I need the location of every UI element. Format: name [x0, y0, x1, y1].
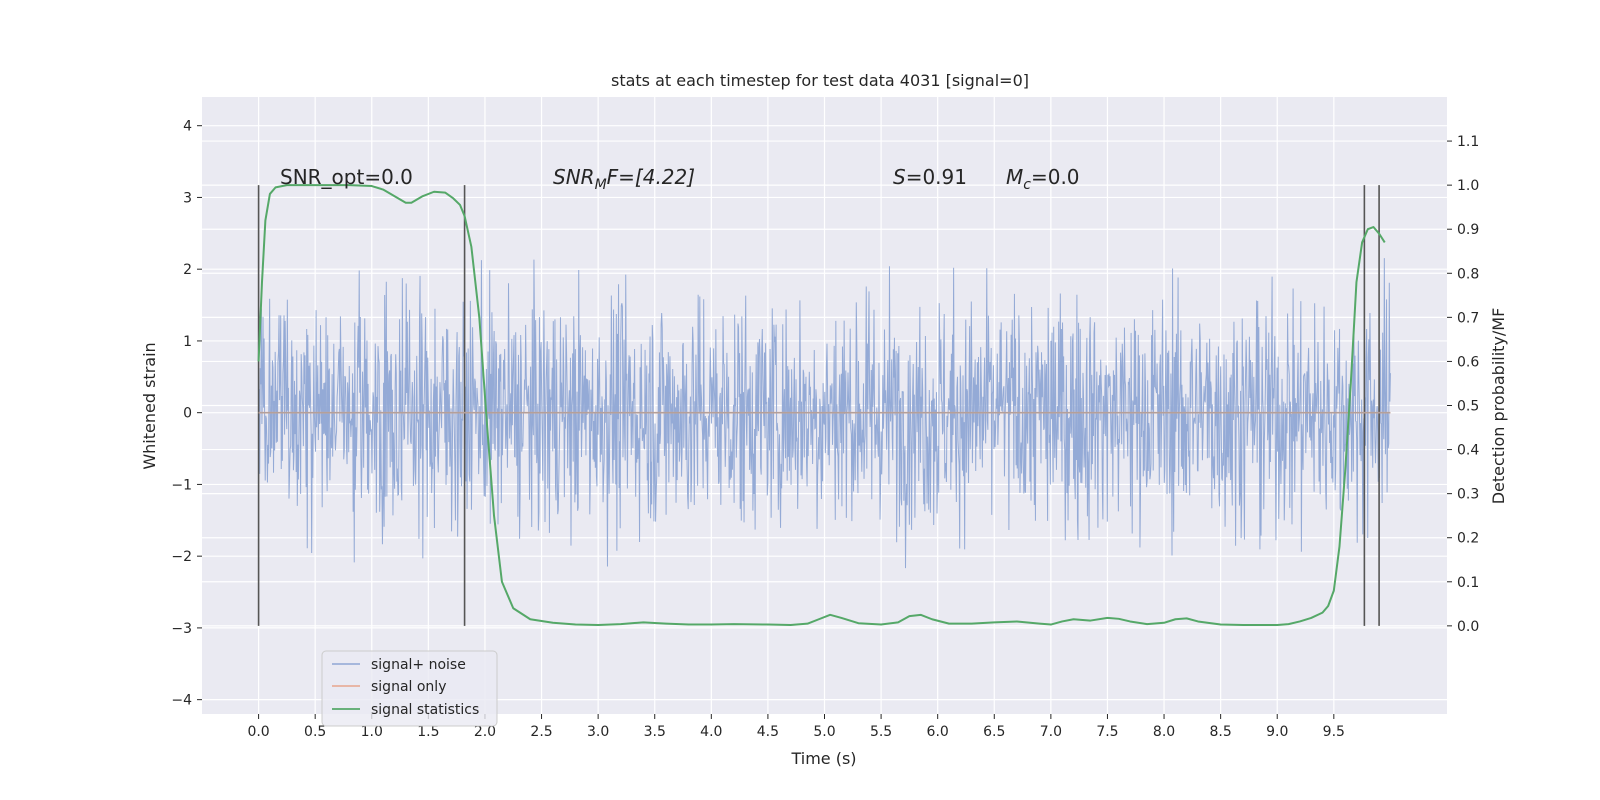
annotation-mc: Mc=0.0: [1006, 165, 1080, 193]
s-value: =0.91: [906, 165, 967, 189]
y2-tick-label-4: 0.7: [1457, 310, 1479, 326]
y2-tick-label-6: 0.5: [1457, 399, 1479, 415]
vertical-markers: [257, 185, 1380, 626]
snr-mf-base: SNR: [553, 165, 595, 189]
y2-tick-label-8: 0.3: [1457, 487, 1479, 503]
y2-axis-ticks: 1.1 1.0 0.9 0.8 0.7 0.6 0.5 0.4 0.3 0.2 0.1 0.0: [1447, 134, 1479, 635]
legend-label-signal-noise: signal+ noise: [371, 657, 466, 673]
x-tick-label-13: 6.5: [983, 724, 1005, 740]
y2-axis-title: Detection probability/MF: [1489, 308, 1508, 505]
y-axis-title: Whitened strain: [140, 342, 159, 469]
y-tick-label-8: −4: [171, 693, 192, 709]
legend-box: [321, 650, 498, 727]
y2-tick-label-0: 1.1: [1457, 134, 1479, 150]
x-tick-label-19: 9.5: [1323, 724, 1345, 740]
legend-label-signal-statistics: signal statistics: [371, 702, 479, 718]
mc-value: =0.0: [1031, 165, 1080, 189]
x-tick-label-3: 1.5: [417, 724, 439, 740]
y2-tick-label-3: 0.8: [1457, 266, 1479, 282]
y-tick-label-0: 4: [183, 119, 192, 135]
chart-title: stats at each timestep for test data 403…: [611, 71, 1029, 90]
y-tick-label-7: −3: [171, 621, 192, 637]
x-tick-label-18: 9.0: [1266, 724, 1288, 740]
signal-noise-line: [258, 258, 1391, 569]
y2-tick-label-7: 0.4: [1457, 443, 1479, 459]
snr-mf-subscript: M: [595, 177, 607, 193]
s-label: S: [893, 165, 906, 189]
annotation-snr-mf: SNRMF=[4.22]: [553, 165, 695, 193]
legend-label-signal-only: signal only: [371, 679, 446, 695]
x-tick-label-7: 3.5: [644, 724, 666, 740]
x-tick-label-11: 5.5: [870, 724, 892, 740]
y2-tick-label-11: 0.0: [1457, 619, 1479, 635]
annotation-snr-opt: SNR_opt=0.0: [280, 165, 413, 189]
annotation-s: S=0.91: [893, 165, 967, 189]
y-tick-label-5: −1: [171, 477, 192, 493]
y2-tick-label-10: 0.1: [1457, 575, 1479, 591]
x-tick-label-9: 4.5: [757, 724, 779, 740]
x-tick-label-2: 1.0: [361, 724, 383, 740]
y2-tick-label-2: 0.9: [1457, 222, 1479, 238]
x-tick-label-14: 7.0: [1040, 724, 1062, 740]
x-tick-label-1: 0.5: [304, 724, 326, 740]
signal-noise-series: [258, 258, 1391, 569]
x-tick-label-5: 2.5: [530, 724, 552, 740]
y2-tick-label-1: 1.0: [1457, 178, 1479, 194]
signal-statistics-series: [257, 184, 1386, 626]
x-tick-label-10: 5.0: [813, 724, 835, 740]
x-tick-label-17: 8.5: [1210, 724, 1232, 740]
x-tick-label-6: 3.0: [587, 724, 609, 740]
mc-base: M: [1006, 165, 1023, 189]
x-tick-label-15: 7.5: [1096, 724, 1118, 740]
y-tick-label-3: 1: [183, 334, 192, 350]
x-tick-label-16: 8.0: [1153, 724, 1175, 740]
y2-tick-label-9: 0.2: [1457, 531, 1479, 547]
x-axis-ticks: 0.0 0.5 1.0 1.5 2.0 2.5 3.0 3.5 4.0 4.5 5.0 5.5 6.0 6…: [247, 714, 1345, 740]
y2-tick-label-5: 0.6: [1457, 354, 1479, 370]
legend: signal+ noise signal only signal statist…: [321, 650, 498, 727]
x-axis-title: Time (s): [790, 749, 856, 768]
snr-mf-rest: F=[4.22]: [607, 165, 695, 189]
y-tick-label-2: 2: [183, 262, 192, 278]
x-tick-label-0: 0.0: [247, 724, 269, 740]
y-tick-label-6: −2: [171, 549, 192, 565]
x-tick-label-8: 4.0: [700, 724, 722, 740]
y-tick-label-1: 3: [183, 190, 192, 206]
x-tick-label-12: 6.0: [927, 724, 949, 740]
signal-statistics-line: [257, 184, 1386, 626]
y-tick-label-4: 0: [183, 406, 192, 422]
mc-subscript: c: [1023, 177, 1031, 193]
x-tick-label-4: 2.0: [474, 724, 496, 740]
y-axis-ticks: 4 3 2 1 0 −1 −2 −3 −4: [171, 119, 202, 709]
